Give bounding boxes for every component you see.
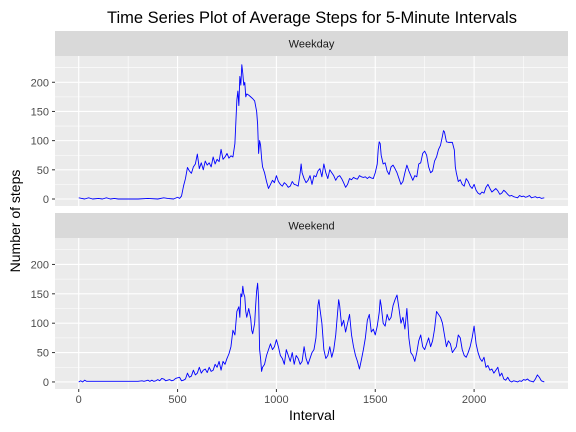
x-axis-title: Interval <box>289 407 335 423</box>
x-axis: 0 500 1000 1500 2000 <box>76 389 486 406</box>
y-tick-label: 200 <box>31 259 49 271</box>
chart-title: Time Series Plot of Average Steps for 5-… <box>107 9 517 27</box>
y-tick-label: 200 <box>31 77 49 89</box>
x-tick-label: 500 <box>168 394 186 406</box>
x-tick-label: 0 <box>76 394 82 406</box>
facet-panels: Weekday 0 50 100 150 200 Weekend 0 50 100 150 200 <box>31 31 568 389</box>
y-tick-label: 150 <box>31 106 49 118</box>
y-tick-label: 0 <box>43 194 49 206</box>
panel-weekday: Weekday 0 50 100 150 200 <box>31 31 568 206</box>
x-tick-label: 1500 <box>363 394 387 406</box>
facet-label: Weekend <box>288 221 334 233</box>
y-tick-label: 50 <box>37 165 49 177</box>
x-tick-label: 2000 <box>462 394 486 406</box>
x-tick-label: 1000 <box>264 394 288 406</box>
plot-panel-background <box>55 238 568 389</box>
y-tick-label: 100 <box>31 318 49 330</box>
panel-weekend: Weekend 0 50 100 150 200 <box>31 213 568 389</box>
facet-strip-weekday <box>55 31 568 56</box>
y-tick-label: 150 <box>31 289 49 301</box>
facet-strip-weekend <box>55 213 568 238</box>
y-tick-label: 0 <box>43 377 49 389</box>
y-tick-label: 100 <box>31 136 49 148</box>
series-line-weekend <box>78 282 545 383</box>
y-axis-title: Number of steps <box>7 170 23 273</box>
series-line-weekday <box>78 64 545 200</box>
y-tick-label: 50 <box>37 348 49 360</box>
facet-label: Weekday <box>289 39 335 51</box>
